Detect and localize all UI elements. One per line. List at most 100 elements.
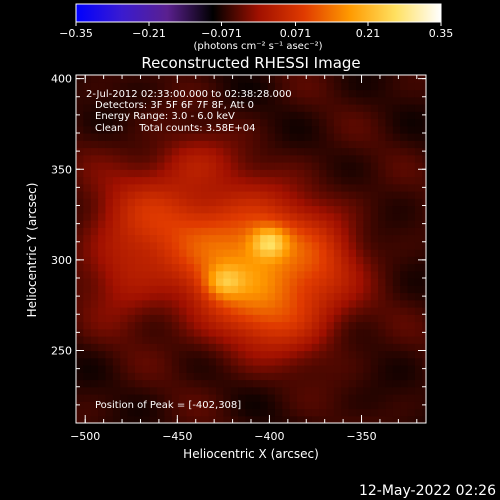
heatmap-cell xyxy=(179,234,188,243)
heatmap-cell xyxy=(304,169,313,178)
heatmap-cell xyxy=(90,198,99,207)
heatmap-cell xyxy=(297,176,306,185)
heatmap-cell xyxy=(414,249,423,257)
heatmap-cell xyxy=(348,415,357,423)
heatmap-cell xyxy=(297,343,306,352)
heatmap-cell xyxy=(363,89,372,98)
heatmap-cell xyxy=(245,401,254,410)
heatmap-cell xyxy=(260,292,269,301)
heatmap-cell xyxy=(392,89,401,98)
heatmap-cell xyxy=(201,154,210,163)
heatmap-cell xyxy=(414,89,423,98)
heatmap-cell xyxy=(164,299,173,308)
heatmap-cell xyxy=(348,249,357,257)
heatmap-cell xyxy=(238,111,247,120)
heatmap-cell xyxy=(297,169,306,178)
heatmap-cell xyxy=(297,154,306,163)
heatmap-cell xyxy=(98,386,107,395)
heatmap-cell xyxy=(363,140,372,149)
heatmap-cell xyxy=(252,133,261,141)
heatmap-cell xyxy=(186,125,195,134)
heatmap-cell xyxy=(208,270,217,279)
heatmap-cell xyxy=(333,75,342,83)
heatmap-cell xyxy=(282,96,291,105)
heatmap-cell xyxy=(120,205,129,214)
heatmap-cell xyxy=(422,336,426,344)
heatmap-cell xyxy=(414,365,423,373)
heatmap-cell xyxy=(414,111,423,120)
heatmap-cell xyxy=(289,314,298,323)
heatmap-cell xyxy=(208,299,217,308)
heatmap-cell xyxy=(186,357,195,366)
heatmap-cell xyxy=(370,256,379,265)
heatmap-cell xyxy=(230,198,239,207)
heatmap-cell xyxy=(179,299,188,308)
heatmap-cell xyxy=(407,104,416,112)
heatmap-cell xyxy=(238,183,247,192)
heatmap-cell xyxy=(193,176,202,185)
heatmap-cell xyxy=(179,372,188,381)
heatmap-cell xyxy=(252,147,261,156)
heatmap-cell xyxy=(333,314,342,323)
heatmap-cell xyxy=(333,241,342,250)
heatmap-cell xyxy=(127,227,136,236)
heatmap-cell xyxy=(105,118,114,127)
heatmap-cell xyxy=(378,125,387,134)
heatmap-cell xyxy=(414,314,423,323)
heatmap-cell xyxy=(171,220,180,228)
heatmap-cell xyxy=(186,299,195,308)
heatmap-cell xyxy=(274,140,283,149)
heatmap-cell xyxy=(341,111,350,120)
heatmap-cell xyxy=(348,227,357,236)
heatmap-cell xyxy=(112,292,121,301)
heatmap-cell xyxy=(333,379,342,388)
heatmap-cell xyxy=(422,104,426,112)
heatmap-cell xyxy=(90,96,99,105)
heatmap-cell xyxy=(348,307,357,315)
heatmap-cell xyxy=(216,365,224,373)
heatmap-cell xyxy=(83,350,92,359)
heatmap-cell xyxy=(157,220,166,228)
heatmap-cell xyxy=(392,401,401,410)
chart-title: Reconstructed RHESSI Image xyxy=(141,54,360,72)
heatmap-cell xyxy=(193,162,202,170)
heatmap-cell xyxy=(304,270,313,279)
x-axis-label: Heliocentric X (arcsec) xyxy=(183,447,319,461)
heatmap-cell xyxy=(252,75,261,83)
heatmap-cell xyxy=(201,292,210,301)
heatmap-cell xyxy=(238,372,247,381)
heatmap-cell xyxy=(260,104,269,112)
heatmap-cell xyxy=(230,125,239,134)
heatmap-cell xyxy=(274,89,283,98)
heatmap-cell xyxy=(201,176,210,185)
heatmap-cell xyxy=(98,198,107,207)
heatmap-cell xyxy=(414,328,423,337)
heatmap-cell xyxy=(112,394,121,402)
heatmap-cell xyxy=(274,401,283,410)
heatmap-cell xyxy=(223,118,232,127)
heatmap-cell xyxy=(326,234,335,243)
heatmap-cell xyxy=(245,307,254,315)
heatmap-cell xyxy=(392,96,401,105)
heatmap-cell xyxy=(98,307,107,315)
heatmap-cell xyxy=(370,299,379,308)
heatmap-cell xyxy=(363,96,372,105)
heatmap-cell xyxy=(127,328,136,337)
heatmap-cell xyxy=(370,198,379,207)
heatmap-cell xyxy=(112,343,121,352)
heatmap-cell xyxy=(267,278,276,286)
heatmap-cell xyxy=(385,365,394,373)
heatmap-cell xyxy=(171,118,180,127)
heatmap-cell xyxy=(238,307,247,315)
heatmap-cell xyxy=(304,183,313,192)
heatmap-cell xyxy=(245,379,254,388)
heatmap-cell xyxy=(223,386,232,395)
heatmap-cell xyxy=(311,386,320,395)
heatmap-cell xyxy=(112,96,121,105)
heatmap-cell xyxy=(407,133,416,141)
heatmap-cell xyxy=(149,394,158,402)
heatmap-cell xyxy=(319,299,328,308)
heatmap-cell xyxy=(157,82,166,91)
heatmap-cell xyxy=(333,154,342,163)
heatmap-cell xyxy=(149,234,158,243)
